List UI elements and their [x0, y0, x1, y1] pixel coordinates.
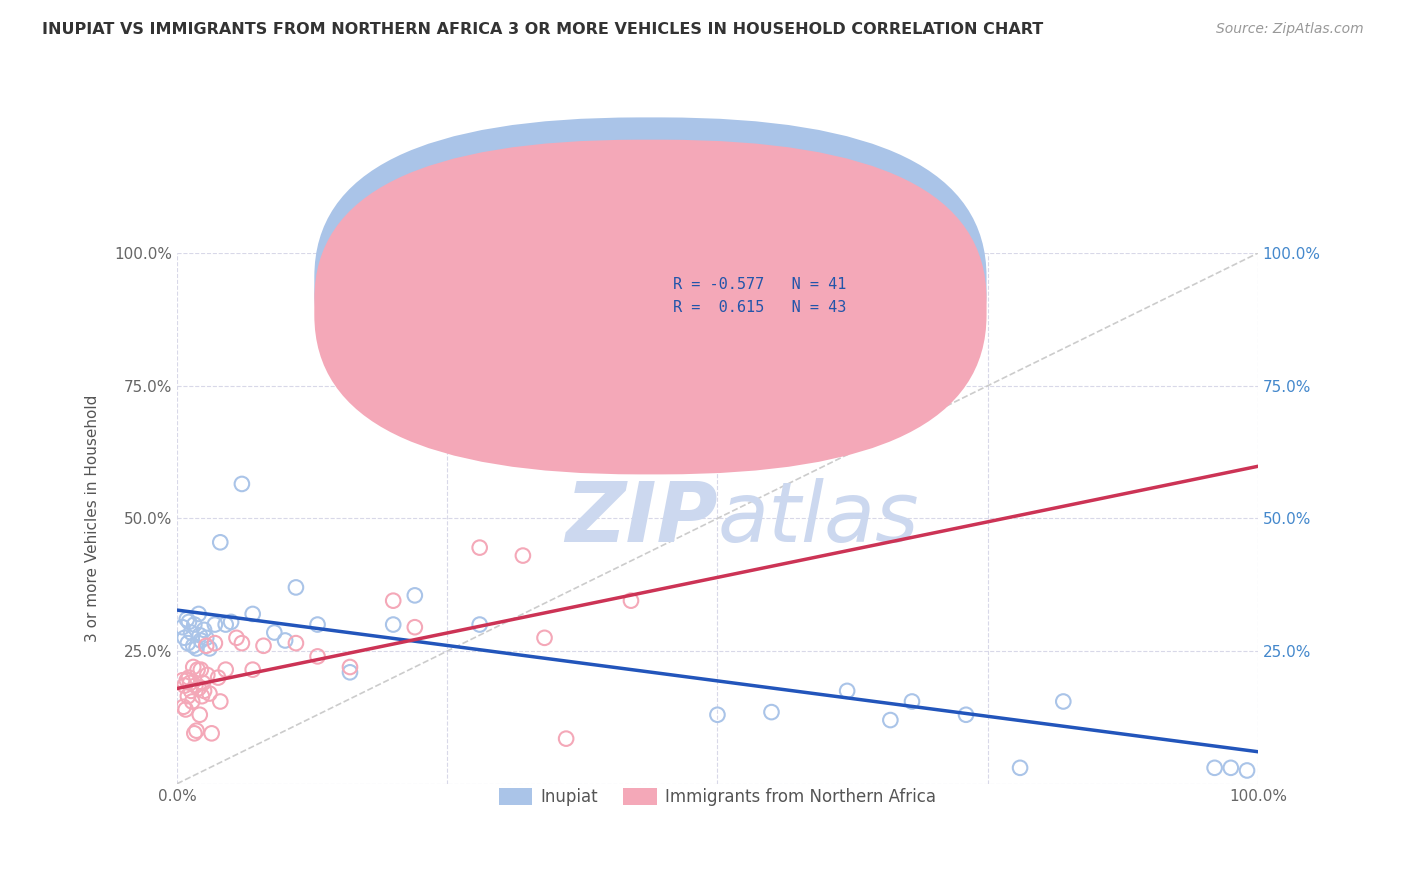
Text: R =  0.615   N = 43: R = 0.615 N = 43: [673, 300, 846, 315]
Point: [173, 699, 195, 714]
Point: [468, 617, 491, 632]
Point: [177, 636, 200, 650]
Point: [1219, 761, 1241, 775]
Point: [187, 607, 209, 621]
Point: [184, 679, 207, 693]
Point: [190, 663, 212, 677]
Point: [172, 620, 194, 634]
Point: [186, 723, 208, 738]
Point: [183, 617, 205, 632]
Point: [879, 713, 901, 727]
Point: [187, 663, 209, 677]
Text: atlas: atlas: [717, 478, 920, 559]
Point: [190, 633, 212, 648]
Point: [533, 631, 555, 645]
Point: [207, 671, 229, 685]
Point: [382, 617, 405, 632]
Point: [180, 625, 202, 640]
Point: [195, 668, 218, 682]
Point: [263, 625, 285, 640]
Point: [215, 663, 238, 677]
Point: [177, 689, 200, 703]
Point: [512, 549, 534, 563]
Point: [188, 707, 211, 722]
Text: R = -0.577   N = 41: R = -0.577 N = 41: [673, 277, 846, 293]
Point: [274, 633, 297, 648]
Point: [231, 477, 253, 491]
Point: [231, 636, 253, 650]
Point: [219, 615, 242, 629]
Point: [955, 707, 977, 722]
Point: [195, 639, 218, 653]
Point: [215, 617, 238, 632]
Point: [1052, 694, 1074, 708]
Point: [173, 679, 195, 693]
Point: [173, 631, 195, 645]
Point: [180, 684, 202, 698]
Point: [186, 641, 208, 656]
Point: [901, 694, 924, 708]
Point: [404, 620, 426, 634]
Point: [198, 687, 221, 701]
Point: [284, 636, 307, 650]
FancyBboxPatch shape: [315, 118, 987, 452]
Point: [172, 673, 194, 688]
Point: [188, 628, 211, 642]
Point: [179, 676, 201, 690]
Point: [837, 684, 859, 698]
Point: [761, 705, 783, 719]
Point: [183, 726, 205, 740]
Point: [181, 660, 204, 674]
Point: [307, 649, 329, 664]
Point: [195, 631, 218, 645]
Y-axis label: 3 or more Vehicles in Household: 3 or more Vehicles in Household: [86, 395, 100, 642]
Point: [176, 612, 198, 626]
Point: [242, 663, 264, 677]
Point: [706, 707, 728, 722]
Point: [1236, 764, 1258, 778]
Point: [191, 676, 214, 690]
Point: [284, 581, 307, 595]
Point: [382, 593, 405, 607]
Point: [242, 607, 264, 621]
Point: [193, 623, 215, 637]
Point: [620, 593, 643, 607]
Point: [307, 617, 329, 632]
Point: [209, 535, 232, 549]
Point: [252, 639, 274, 653]
Point: [191, 689, 214, 703]
Point: [204, 636, 226, 650]
Point: [193, 684, 215, 698]
Text: Source: ZipAtlas.com: Source: ZipAtlas.com: [1216, 22, 1364, 37]
Point: [1010, 761, 1032, 775]
Text: INUPIAT VS IMMIGRANTS FROM NORTHERN AFRICA 3 OR MORE VEHICLES IN HOUSEHOLD CORRE: INUPIAT VS IMMIGRANTS FROM NORTHERN AFRI…: [42, 22, 1043, 37]
Point: [339, 665, 361, 680]
Point: [201, 726, 224, 740]
Point: [177, 671, 200, 685]
Text: ZIP: ZIP: [565, 478, 717, 559]
Point: [225, 631, 247, 645]
Point: [187, 681, 209, 696]
Point: [209, 694, 232, 708]
Point: [555, 731, 578, 746]
Legend: Inupiat, Immigrants from Northern Africa: Inupiat, Immigrants from Northern Africa: [492, 781, 942, 813]
Point: [620, 448, 643, 462]
Point: [177, 615, 200, 629]
FancyBboxPatch shape: [614, 269, 875, 330]
Point: [339, 660, 361, 674]
Point: [1204, 761, 1226, 775]
FancyBboxPatch shape: [315, 140, 987, 475]
Point: [198, 641, 221, 656]
Point: [176, 673, 198, 688]
Point: [204, 617, 226, 632]
Point: [181, 639, 204, 653]
Point: [404, 588, 426, 602]
Point: [181, 694, 204, 708]
Point: [174, 702, 197, 716]
Point: [468, 541, 491, 555]
